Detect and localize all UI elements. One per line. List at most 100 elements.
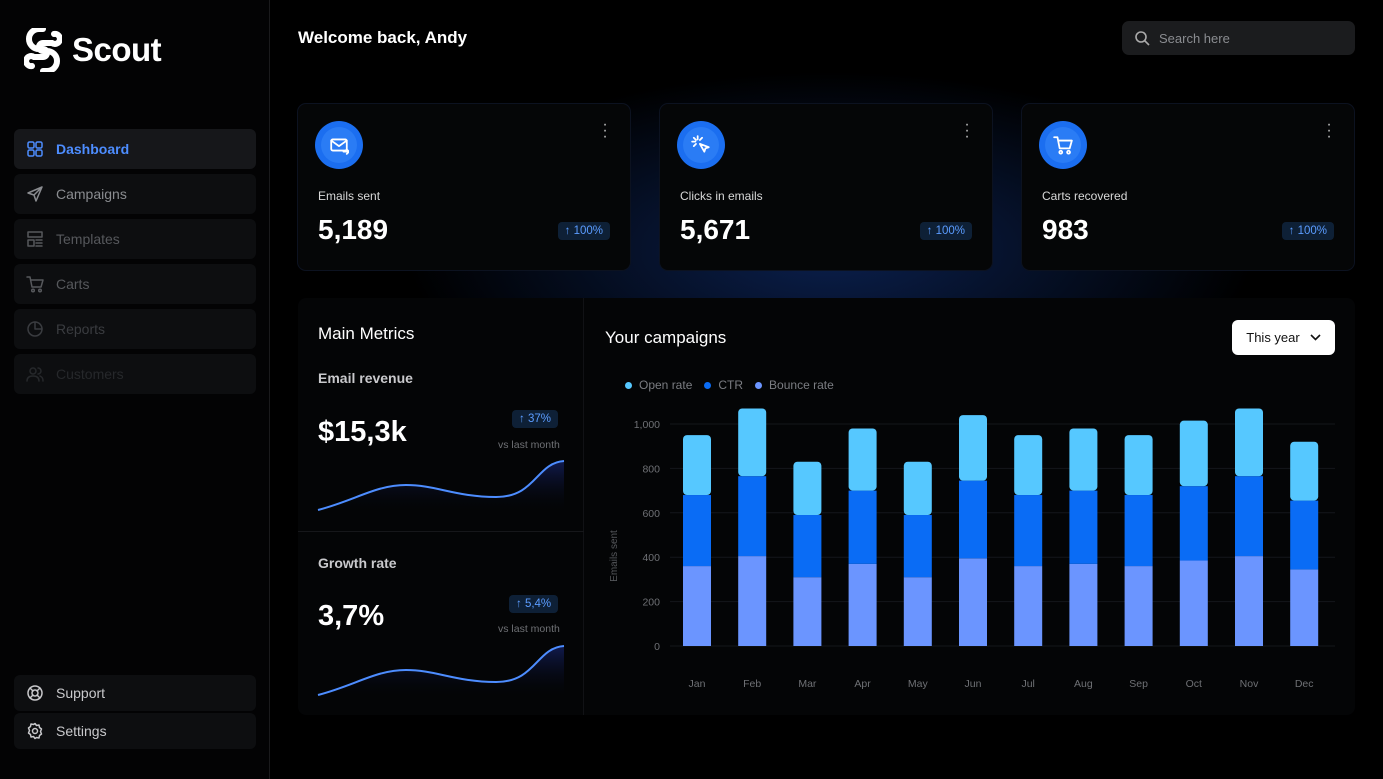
bar-bounce-rate-feb[interactable] — [738, 556, 767, 646]
main-metrics-section — [298, 298, 584, 715]
bar-ctr-aug[interactable] — [1069, 490, 1098, 564]
y-axis-label: Emails sent — [609, 530, 620, 582]
bar-ctr-jul[interactable] — [1014, 495, 1043, 567]
search-input[interactable]: Search here — [1122, 21, 1355, 55]
welcome-heading: Welcome back, Andy — [298, 28, 468, 47]
stat-label: Clicks in emails — [680, 189, 763, 203]
y-tick-label: 400 — [642, 552, 660, 564]
bar-open-rate-jan[interactable] — [683, 435, 711, 496]
bar-open-rate-jul[interactable] — [1014, 435, 1043, 496]
bar-open-rate-aug[interactable] — [1069, 428, 1098, 491]
stat-label: Emails sent — [318, 189, 381, 203]
pie-chart-icon — [27, 321, 43, 337]
legend-bounce-rate: Bounce rate — [755, 378, 834, 392]
sidebar-item-campaigns[interactable]: Campaigns — [14, 174, 256, 214]
stat-label: Carts recovered — [1042, 189, 1128, 203]
search-icon — [1135, 31, 1150, 46]
bar-bounce-rate-jun[interactable] — [959, 558, 987, 646]
bar-ctr-sep[interactable] — [1124, 495, 1153, 567]
bar-ctr-jun[interactable] — [959, 480, 987, 559]
y-tick-label: 600 — [642, 508, 660, 520]
sidebar-item-templates[interactable]: Templates — [14, 219, 256, 259]
bar-ctr-may[interactable] — [903, 515, 932, 578]
sidebar-item-reports[interactable]: Reports — [14, 309, 256, 349]
sidebar-item-label: Support — [56, 685, 106, 701]
logo[interactable]: Scout — [24, 28, 162, 72]
x-tick-label: Jul — [1021, 678, 1034, 690]
growth-note: vs last month — [498, 623, 560, 635]
sidebar-item-support[interactable]: Support — [14, 675, 256, 711]
stat-card: · · · Clicks in emails 5,671 ↑ 100% — [660, 104, 992, 270]
bar-open-rate-feb[interactable] — [738, 408, 767, 477]
revenue-note: vs last month — [498, 439, 560, 451]
sidebar-item-label: Carts — [56, 276, 90, 292]
more-options-icon[interactable]: · · · — [602, 116, 608, 145]
cursor-click-icon — [691, 135, 710, 153]
sidebar-item-label: Campaigns — [56, 186, 127, 202]
bar-open-rate-may[interactable] — [903, 461, 932, 516]
stat-change-badge: ↑ 100% — [1281, 222, 1334, 240]
bar-ctr-dec[interactable] — [1290, 500, 1319, 570]
y-tick-label: 800 — [642, 463, 660, 475]
x-tick-label: Oct — [1186, 678, 1202, 690]
x-tick-label: Sep — [1129, 678, 1148, 690]
lifebuoy-icon — [27, 685, 43, 701]
send-icon — [27, 186, 43, 202]
more-options-icon[interactable]: · · · — [964, 116, 970, 145]
bar-open-rate-nov[interactable] — [1235, 408, 1263, 477]
bar-open-rate-dec[interactable] — [1290, 441, 1319, 501]
stat-value: 5,189 — [318, 214, 389, 245]
bar-open-rate-oct[interactable] — [1179, 420, 1208, 487]
stat-change-badge: ↑ 100% — [557, 222, 610, 240]
growth-sparkline — [317, 645, 565, 700]
stat-change-badge: ↑ 100% — [919, 222, 972, 240]
bar-ctr-mar[interactable] — [793, 515, 822, 578]
app-name: Scout — [72, 31, 162, 68]
bar-open-rate-sep[interactable] — [1124, 435, 1153, 496]
sidebar-item-label: Reports — [56, 321, 106, 337]
search-placeholder: Search here — [1159, 30, 1230, 46]
period-select[interactable]: This year — [1232, 320, 1335, 355]
bar-ctr-jan[interactable] — [683, 495, 711, 567]
email-revenue-value: $15,3k — [318, 416, 407, 448]
bar-open-rate-jun[interactable] — [959, 415, 987, 481]
bar-bounce-rate-jul[interactable] — [1014, 566, 1043, 646]
sidebar-item-customers[interactable]: Customers — [14, 354, 256, 394]
cart-icon — [1053, 136, 1073, 155]
x-tick-label: Jan — [689, 678, 706, 690]
bar-bounce-rate-sep[interactable] — [1124, 566, 1153, 646]
bar-open-rate-apr[interactable] — [848, 428, 877, 491]
bar-bounce-rate-apr[interactable] — [848, 563, 877, 646]
sidebar-item-dashboard[interactable]: Dashboard — [14, 129, 256, 169]
period-value: This year — [1246, 330, 1300, 345]
bar-bounce-rate-may[interactable] — [903, 577, 932, 646]
email-revenue-label: Email revenue — [318, 370, 413, 386]
bar-bounce-rate-aug[interactable] — [1069, 563, 1098, 646]
x-tick-label: Nov — [1240, 678, 1259, 690]
bar-bounce-rate-nov[interactable] — [1235, 556, 1263, 646]
bar-ctr-apr[interactable] — [848, 490, 877, 564]
sidebar-item-label: Templates — [56, 231, 120, 247]
more-options-icon[interactable]: · · · — [1326, 116, 1332, 145]
bar-ctr-feb[interactable] — [738, 476, 767, 557]
template-icon — [27, 231, 43, 247]
grid-icon — [27, 141, 43, 157]
sidebar-item-settings[interactable]: Settings — [14, 713, 256, 749]
x-tick-label: Dec — [1295, 678, 1314, 690]
bar-bounce-rate-mar[interactable] — [793, 577, 822, 646]
bar-bounce-rate-dec[interactable] — [1290, 569, 1319, 646]
bar-bounce-rate-jan[interactable] — [683, 566, 711, 646]
sidebar-item-carts[interactable]: Carts — [14, 264, 256, 304]
cart-icon — [26, 276, 44, 293]
campaigns-title: Your campaigns — [605, 328, 727, 347]
chart-legend: Open rate CTR Bounce rate — [625, 378, 834, 392]
stat-value: 983 — [1042, 214, 1089, 245]
y-tick-label: 1,000 — [634, 419, 660, 431]
bar-bounce-rate-oct[interactable] — [1179, 560, 1208, 646]
bar-ctr-oct[interactable] — [1179, 486, 1208, 561]
revenue-change-badge: ↑ 37% — [512, 410, 558, 428]
growth-rate-value: 3,7% — [318, 600, 385, 632]
bar-open-rate-mar[interactable] — [793, 461, 822, 516]
campaigns-bar-chart: 0 200 400 600 800 1,000 Emails sent Jan Feb Mar Ap… — [609, 408, 1335, 690]
bar-ctr-nov[interactable] — [1235, 476, 1263, 557]
